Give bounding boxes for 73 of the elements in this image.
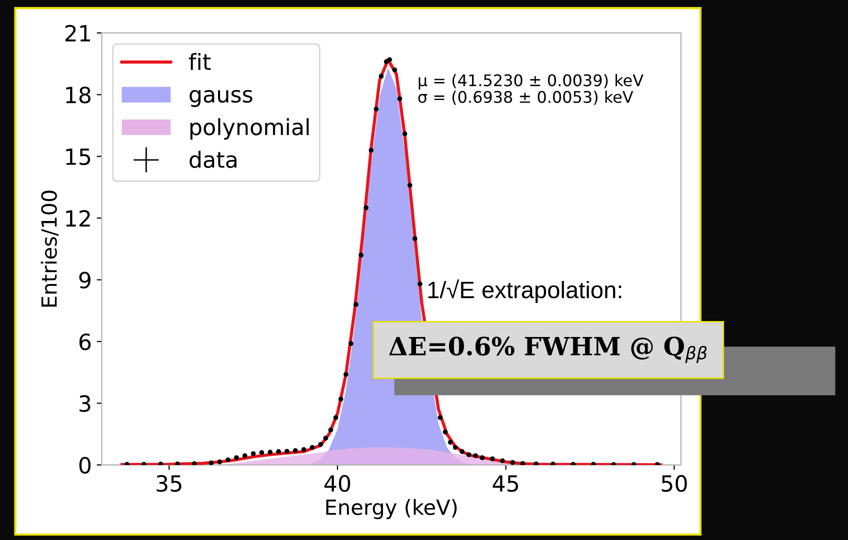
point	[192, 461, 197, 465]
point	[310, 445, 315, 450]
y-tick-label: 18	[66, 86, 91, 104]
point	[226, 457, 230, 462]
point	[378, 74, 384, 79]
y-axis-title: Entries/100	[40, 190, 59, 307]
point	[407, 182, 412, 188]
point	[276, 449, 281, 454]
point	[368, 148, 374, 153]
point	[374, 106, 379, 112]
y-tick-label: 6	[79, 333, 91, 350]
point	[473, 453, 478, 458]
x-tick-label: 45	[492, 475, 518, 492]
point	[208, 460, 214, 465]
point	[534, 461, 539, 465]
point	[448, 440, 453, 445]
point	[364, 205, 369, 210]
point	[520, 461, 526, 465]
annotation: μ = (41.5230 ± 0.0039) keV	[418, 74, 644, 90]
x-axis-title: Energy (keV)	[326, 498, 457, 520]
point	[384, 59, 389, 64]
point	[268, 450, 273, 455]
point	[397, 96, 402, 102]
point	[354, 302, 358, 307]
annotation: 1/√E extrapolation:	[428, 279, 622, 303]
point	[250, 451, 256, 456]
legend-label: gauss	[190, 90, 252, 108]
point	[510, 460, 516, 465]
annotation: ΔE=0.6% FWHM @ Q$_{ββ}$	[389, 336, 707, 363]
point	[284, 448, 290, 454]
point	[358, 252, 364, 258]
point	[490, 456, 495, 462]
point	[318, 442, 324, 447]
y-tick-label: 12	[66, 210, 90, 227]
y-tick-label: 0	[79, 456, 91, 474]
point	[343, 372, 348, 377]
point	[387, 57, 392, 62]
point	[412, 236, 418, 242]
annotation: σ = (0.6938 ± 0.0053) keV	[418, 90, 634, 105]
point	[259, 450, 264, 456]
point	[480, 455, 485, 460]
legend-label: fit	[188, 52, 211, 70]
point	[550, 462, 556, 465]
point	[392, 68, 398, 72]
point	[175, 461, 180, 465]
point	[217, 459, 222, 464]
x-tick-label: 35	[156, 475, 182, 492]
y-tick-label: 21	[65, 24, 90, 42]
point	[328, 428, 334, 432]
point	[452, 445, 458, 450]
y-tick-label: 9	[79, 272, 90, 289]
legend-label: data	[190, 150, 236, 168]
point	[333, 415, 338, 420]
point	[460, 449, 464, 454]
point	[500, 458, 505, 464]
x-tick-label: 40	[324, 475, 350, 492]
point	[292, 448, 298, 453]
point	[466, 452, 472, 458]
point	[438, 415, 443, 420]
point	[234, 455, 239, 460]
point	[301, 447, 306, 452]
point	[348, 341, 354, 346]
y-tick-label: 15	[66, 148, 90, 166]
x-tick-label: 50	[662, 475, 687, 492]
point	[402, 131, 408, 136]
legend-label: polynomial	[190, 118, 309, 140]
point	[323, 436, 328, 441]
point	[242, 453, 248, 458]
y-tick-label: 3	[80, 395, 90, 412]
point	[338, 396, 344, 402]
point	[124, 462, 130, 465]
point	[442, 430, 448, 434]
point	[418, 281, 422, 286]
